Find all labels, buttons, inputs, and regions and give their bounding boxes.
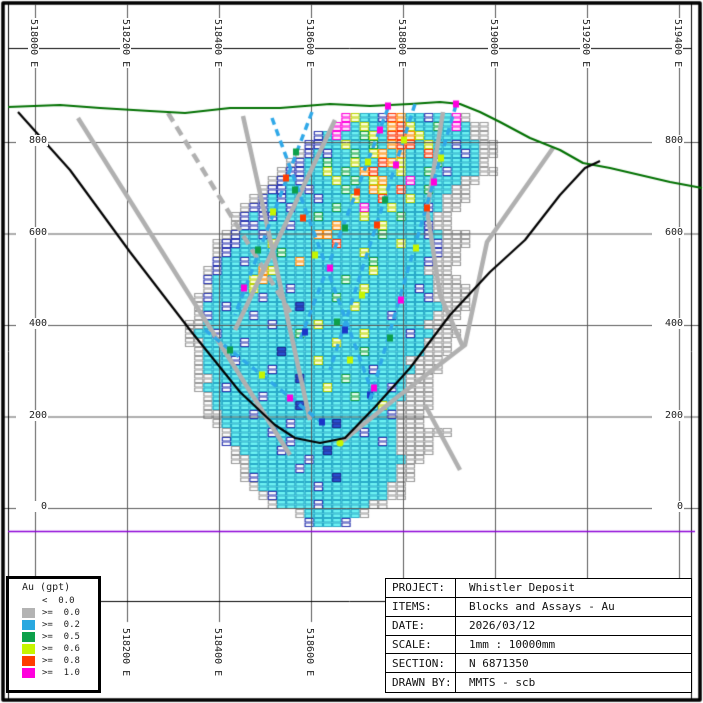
titleblock-field-value: MMTS - scb [469,676,536,690]
titleblock-field-value: N 6871350 [456,654,691,674]
axis-label-bottom-easting: 518200 E [120,627,131,678]
legend-swatch [22,632,35,642]
axis-label-top-easting: 518800 E [396,18,407,69]
axis-label-top-easting: 518000 E [28,18,39,69]
axis-label-top-easting: 519000 E [488,18,499,69]
grade-legend: Au (gpt) < 0.0 >= 0.0 >= 0.2 >= 0.5 >= 0… [6,576,101,693]
titleblock-field-value: Whistler Deposit [456,579,691,598]
legend-entry: >= 0.5 [9,631,98,643]
titleblock-field-label: SECTION: [386,654,456,674]
legend-entry: >= 1.0 [9,667,98,679]
legend-swatch [22,668,35,678]
legend-entry-label: >= 0.0 [42,608,80,618]
axis-label-top-easting: 519200 E [580,18,591,69]
legend-entry-label: >= 0.6 [42,644,80,654]
axis-label-top-easting: 518400 E [212,18,223,69]
legend-entry: >= 0.2 [9,619,98,631]
legend-entry-label: >= 1.0 [42,668,80,678]
axis-label-left-elevation: 400 [16,318,48,329]
axis-label-top-easting: 518600 E [304,18,315,69]
titleblock-field-label: SCALE: [386,635,456,655]
axis-label-top-easting: 518200 E [120,18,131,69]
legend-swatch [22,644,35,654]
axis-label-bottom-easting: 518600 E [304,627,315,678]
axis-label-right-elevation: 0 [652,501,684,512]
axis-label-left-elevation: 0 [16,501,48,512]
legend-swatch [22,656,35,666]
legend-entry: >= 0.8 [9,655,98,667]
titleblock-field-label: ITEMS: [386,597,456,617]
legend-swatch [22,620,35,630]
legend-swatch [22,608,35,618]
axis-label-right-elevation: 200 [652,410,684,421]
title-block: PROJECT: Whistler Deposit ITEMS: Blocks … [385,578,692,693]
legend-entry-label: >= 0.2 [42,620,80,630]
axis-label-right-elevation: 400 [652,318,684,329]
axis-label-bottom-easting: 518400 E [212,627,223,678]
titleblock-field-value: 2026/03/12 [456,617,691,636]
axis-label-right-elevation: 600 [652,227,684,238]
titleblock-field-label: DRAWN BY: [386,673,456,692]
titleblock-field-value: 1mm : 10000mm [456,636,691,655]
axis-label-left-elevation: 200 [16,410,48,421]
legend-entry: >= 0.6 [9,643,98,655]
titleblock-field-value: Blocks and Assays - Au [456,598,691,617]
axis-label-right-elevation: 800 [652,135,684,146]
axis-label-top-easting: 519400 E [672,18,683,69]
legend-entry: < 0.0 [9,595,98,607]
axis-label-left-elevation: 800 [16,135,48,146]
axis-label-left-elevation: 600 [16,227,48,238]
legend-entry-label: < 0.0 [42,596,75,606]
legend-entry: >= 0.0 [9,607,98,619]
titleblock-field-label: PROJECT: [386,579,456,598]
legend-entry-label: >= 0.8 [42,656,80,666]
legend-entry-label: >= 0.5 [42,632,80,642]
titleblock-field-label: DATE: [386,616,456,636]
legend-title: Au (gpt) [22,582,71,593]
